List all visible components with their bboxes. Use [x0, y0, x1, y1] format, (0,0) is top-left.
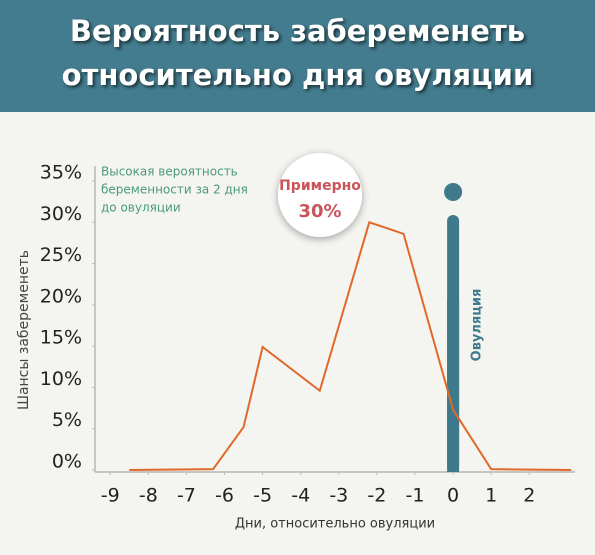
- x-tick-label: -7: [177, 485, 196, 507]
- ovulation-bar-base: [447, 300, 460, 472]
- x-tick-label: -8: [139, 485, 158, 507]
- x-tick-label: -5: [253, 485, 272, 507]
- annotation: до овуляции: [101, 201, 181, 215]
- x-tick-label: -9: [101, 485, 120, 507]
- y-axis-label: Шансы забеременеть: [16, 250, 32, 410]
- y-tick-label: 0%: [52, 451, 82, 473]
- y-tick-label: 35%: [40, 162, 82, 184]
- annotation: беременности за 2 дня: [101, 183, 248, 197]
- ovulation-label: Овуляция: [470, 289, 485, 362]
- x-tick-label: -6: [215, 485, 234, 507]
- x-tick-label: -2: [367, 485, 386, 507]
- series-line: [129, 221, 572, 471]
- header: Вероятность забеременеть относительно дн…: [0, 0, 595, 112]
- x-tick-label: -1: [406, 485, 425, 507]
- y-tick-label: 20%: [40, 285, 82, 307]
- x-tick-label: 2: [523, 485, 535, 507]
- x-axis-label: Дни, относительно овуляции: [235, 517, 435, 532]
- title-line: относительно дня овуляции: [61, 58, 534, 92]
- ovulation-dot: [444, 183, 463, 201]
- y-tick-label: 5%: [52, 409, 82, 431]
- y-tick-label: 30%: [40, 203, 82, 225]
- x-tick-label: 1: [485, 485, 497, 507]
- y-tick-label: 15%: [40, 327, 82, 349]
- callout-text: Примерно: [279, 178, 361, 194]
- x-tick-label: -4: [291, 485, 310, 507]
- annotation: Высокая вероятность: [101, 165, 238, 179]
- x-tick-label: 0: [447, 485, 459, 507]
- x-tick-label: -3: [329, 485, 348, 507]
- y-tick-label: 10%: [40, 368, 82, 390]
- y-tick-label: 25%: [40, 244, 82, 266]
- callout-text: 30%: [298, 201, 341, 222]
- callout-bubble: [278, 153, 362, 237]
- title-line: Вероятность забеременеть: [69, 14, 526, 48]
